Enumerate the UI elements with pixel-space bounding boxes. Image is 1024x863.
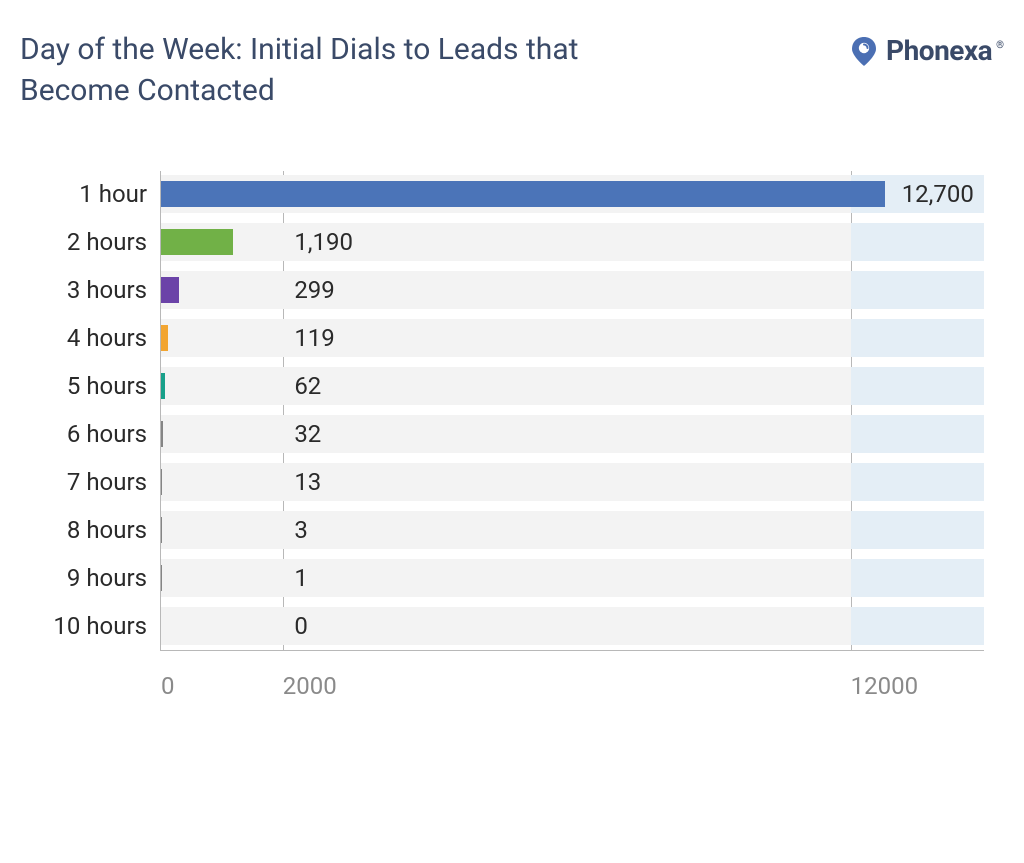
bar [161, 373, 165, 399]
bar [161, 181, 885, 207]
y-axis-label: 2 hours [67, 228, 147, 256]
value-label: 0 [294, 612, 308, 640]
row-background [161, 223, 984, 261]
chart-row: 2 hours1,190 [161, 223, 984, 261]
y-axis-label: 10 hours [53, 612, 147, 640]
bar [161, 277, 179, 303]
bar [161, 229, 233, 255]
chart-row: 7 hours13 [161, 463, 984, 501]
row-background [161, 415, 984, 453]
row-background [161, 319, 984, 357]
x-axis-tick: 2000 [283, 672, 337, 700]
row-background [161, 271, 984, 309]
value-label: 3 [294, 516, 308, 544]
bar [161, 421, 163, 447]
chart-row: 4 hours119 [161, 319, 984, 357]
row-background [161, 607, 984, 645]
brand-logo: Phonexa ® [848, 34, 1004, 67]
chart-row: 8 hours3 [161, 511, 984, 549]
y-axis-label: 4 hours [67, 324, 147, 352]
chart-title: Day of the Week: Initial Dials to Leads … [20, 30, 660, 111]
y-axis-label: 6 hours [67, 420, 147, 448]
value-label: 1,190 [294, 228, 353, 256]
plot-area: 1 hour12,700 2 hours1,190 3 hours299 4 hour… [160, 171, 984, 651]
chart-row: 10 hours0 [161, 607, 984, 645]
y-axis-label: 5 hours [67, 372, 147, 400]
value-label: 62 [294, 372, 321, 400]
value-label: 12,700 [902, 180, 974, 208]
row-background [161, 559, 984, 597]
chart-row: 3 hours299 [161, 271, 984, 309]
chart-row: 5 hours62 [161, 367, 984, 405]
y-axis-label: 3 hours [67, 276, 147, 304]
y-axis-label: 9 hours [67, 564, 147, 592]
y-axis-label: 8 hours [67, 516, 147, 544]
brand-registered-icon: ® [996, 40, 1004, 51]
bar [161, 469, 162, 495]
bar [161, 325, 168, 351]
y-axis-label: 7 hours [67, 468, 147, 496]
brand-name: Phonexa [886, 34, 992, 67]
value-label: 32 [294, 420, 321, 448]
row-background [161, 463, 984, 501]
phonexa-icon [848, 35, 880, 67]
value-label: 299 [294, 276, 334, 304]
x-axis-tick: 12000 [851, 672, 918, 700]
chart: 1 hour12,7002 hours1,1903 hours2994 hour… [20, 171, 1004, 651]
row-background [161, 511, 984, 549]
chart-row: 6 hours32 [161, 415, 984, 453]
chart-row: 9 hours1 [161, 559, 984, 597]
header: Day of the Week: Initial Dials to Leads … [20, 30, 1004, 111]
y-axis-label: 1 hour [79, 180, 147, 208]
value-label: 1 [294, 564, 308, 592]
x-axis-tick: 0 [161, 672, 175, 700]
chart-row: 1 hour12,700 [161, 175, 984, 213]
value-label: 119 [294, 324, 334, 352]
value-label: 13 [294, 468, 321, 496]
row-background [161, 367, 984, 405]
